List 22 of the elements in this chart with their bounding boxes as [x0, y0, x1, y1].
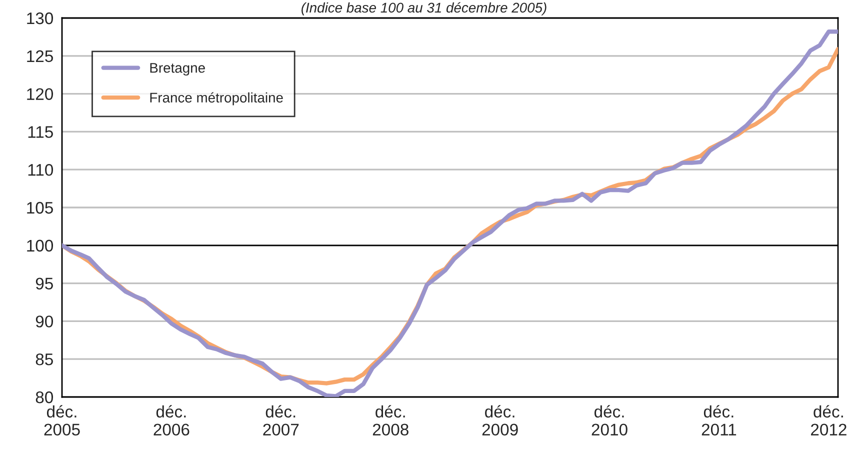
x-tick-label: déc. 2006: [154, 405, 190, 436]
y-tick-label: 130: [27, 12, 54, 24]
y-tick-label: 85: [36, 354, 53, 366]
x-tick-label: déc. 2007: [263, 405, 299, 436]
x-tick-label: déc. 2009: [482, 405, 518, 436]
legend-label: France métropolitaine: [150, 92, 283, 106]
x-tick-label: déc. 2012: [811, 405, 846, 436]
x-tick-label: déc. 2011: [702, 405, 736, 436]
x-tick-label: déc. 2008: [372, 405, 408, 436]
y-tick-label: 95: [36, 278, 53, 290]
legend-label: Bretagne: [150, 63, 205, 76]
chart-title: (Indice base 100 au 31 décembre 2005): [302, 2, 546, 16]
y-tick-label: 125: [27, 50, 53, 62]
y-tick-label: 115: [28, 126, 53, 138]
y-tick-label: 100: [27, 240, 54, 252]
x-tick-label: déc. 2005: [44, 405, 80, 436]
y-tick-label: 110: [28, 164, 54, 176]
y-tick-label: 80: [36, 391, 54, 404]
x-tick-label: déc. 2010: [592, 405, 628, 436]
y-tick-label: 120: [27, 88, 54, 100]
y-tick-label: 90: [36, 316, 54, 328]
y-tick-label: 105: [27, 202, 53, 214]
